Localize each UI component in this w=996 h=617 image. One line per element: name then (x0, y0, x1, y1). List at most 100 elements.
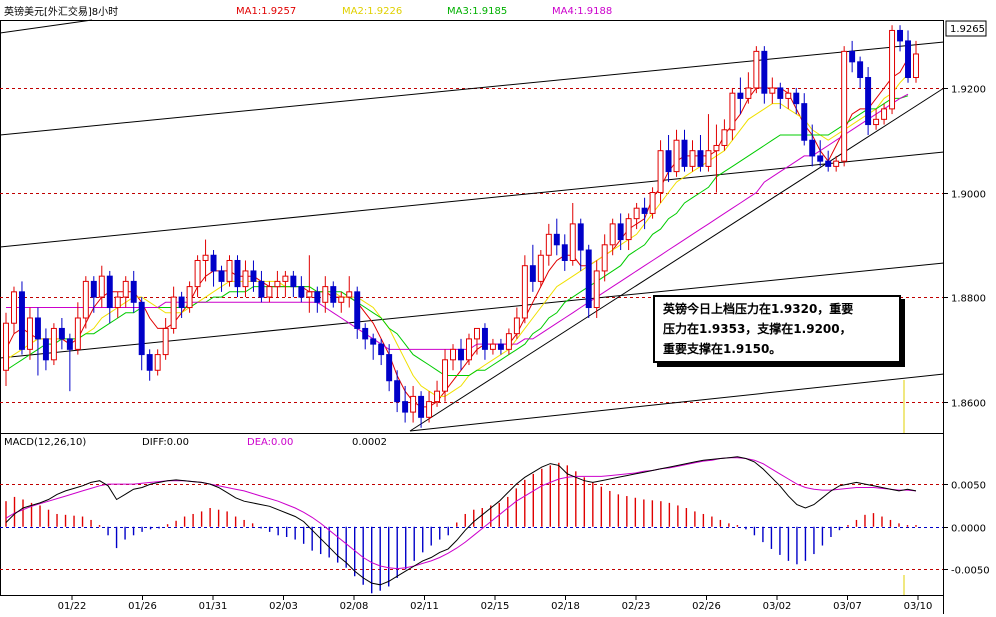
candle-up (633, 207, 640, 220)
candle-up (26, 317, 33, 350)
candle-down (865, 77, 872, 126)
candle-down (665, 150, 672, 173)
candle-down (529, 265, 536, 282)
x-tick-label: 01/26 (128, 601, 157, 612)
ma1-label: MA1:1.9257 (236, 6, 296, 17)
candle-up (713, 144, 720, 152)
candle-down (777, 87, 784, 99)
candle-down (817, 155, 824, 162)
candle-up (601, 244, 608, 272)
candle-up (82, 280, 89, 319)
price-tick-label: 1.9200 (951, 85, 986, 96)
x-tick-label: 03/07 (833, 601, 862, 612)
x-tick-label: 02/11 (410, 601, 439, 612)
candle-up (609, 223, 616, 246)
candle-up (122, 280, 129, 298)
ma3-label: MA3:1.9185 (447, 6, 507, 17)
candle-up (785, 92, 792, 99)
x-tick-label: 02/18 (551, 601, 580, 612)
candle-down (761, 50, 768, 94)
candle-down (857, 61, 864, 79)
trendline (409, 87, 945, 432)
price-tick-label: 1.8800 (951, 294, 986, 305)
x-tick-label: 01/31 (199, 601, 228, 612)
macd-layer (5, 456, 917, 594)
x-tick-label: 02/08 (340, 601, 369, 612)
candle-up (466, 338, 472, 361)
candle-up (242, 270, 249, 288)
candle-down (298, 286, 305, 298)
candle-up (306, 291, 313, 298)
candle-up (673, 139, 680, 173)
candle-up (569, 223, 576, 261)
candle-up (346, 291, 353, 298)
x-tick-label: 03/02 (763, 601, 792, 612)
trendline (0, 262, 945, 359)
candle-up (74, 317, 81, 350)
candle-down (402, 401, 409, 413)
candle-down (617, 223, 624, 241)
candle-down (66, 338, 73, 350)
candle-up (274, 280, 281, 288)
macd-value-label: 0.0002 (352, 437, 387, 448)
candle-up (833, 160, 840, 167)
annotation-box: 英镑今日上档压力在1.9320，重要 压力在1.9353，支撑在1.9200， … (653, 295, 901, 363)
candle-down (250, 270, 257, 282)
macd-tick-label: -0.0050 (951, 566, 990, 577)
candle-down (905, 40, 911, 79)
macd-name: MACD(12,26,10) (4, 437, 86, 448)
axis-label-layer: 1.9200 1.9000 1.8800 1.8600 0.0050 0.0000 -0.0… (58, 85, 990, 613)
candle-up (537, 254, 544, 282)
candle-down (178, 296, 185, 309)
candle-up (114, 296, 121, 309)
candle-up (194, 259, 201, 288)
macd-dea-label: DEA:0.00 (247, 437, 293, 448)
candle-up (889, 29, 896, 110)
candle-down (362, 327, 369, 340)
macd-tick-label: 0.0000 (951, 524, 986, 535)
candle-up (649, 192, 656, 214)
candle-up (841, 50, 848, 162)
candle-down (897, 29, 904, 42)
price-tick-label: 1.9000 (951, 190, 986, 201)
candle-up (657, 150, 664, 194)
candle-up (11, 291, 17, 324)
candle-up (489, 343, 496, 350)
candle-up (266, 286, 273, 298)
candle-up (226, 259, 233, 282)
candle-up (873, 118, 880, 126)
candle-down (138, 301, 145, 356)
candle-down (386, 354, 393, 382)
candle-down (825, 160, 832, 167)
candle-up (442, 359, 449, 392)
candle-up (505, 333, 512, 350)
candle-down (370, 338, 377, 345)
candle-up (625, 218, 632, 241)
candle-up (186, 286, 193, 309)
x-tick-label: 01/22 (58, 601, 87, 612)
candle-down (106, 275, 113, 309)
candle-down (18, 291, 25, 350)
candle-down (42, 338, 49, 361)
annotation-line: 英镑今日上档压力在1.9320，重要 (663, 302, 854, 316)
candle-down (418, 395, 425, 418)
candle-up (322, 286, 329, 303)
x-tick-label: 02/15 (481, 601, 510, 612)
candle-up (473, 327, 480, 340)
candle-up (513, 317, 520, 335)
candle-up (745, 87, 752, 99)
candle-up (450, 348, 456, 361)
ma-line-ma2 (5, 74, 909, 397)
candle-up (729, 92, 736, 131)
header-bar (0, 0, 944, 20)
candle-down (394, 380, 401, 403)
candle-up (521, 265, 528, 319)
candle-up (98, 275, 105, 298)
candle-up (154, 354, 161, 371)
candle-down (458, 348, 464, 361)
candle-down (146, 354, 153, 371)
candle-down (553, 233, 560, 246)
ma4-label: MA4:1.9188 (552, 6, 612, 17)
x-tick-label: 02/03 (269, 601, 298, 612)
